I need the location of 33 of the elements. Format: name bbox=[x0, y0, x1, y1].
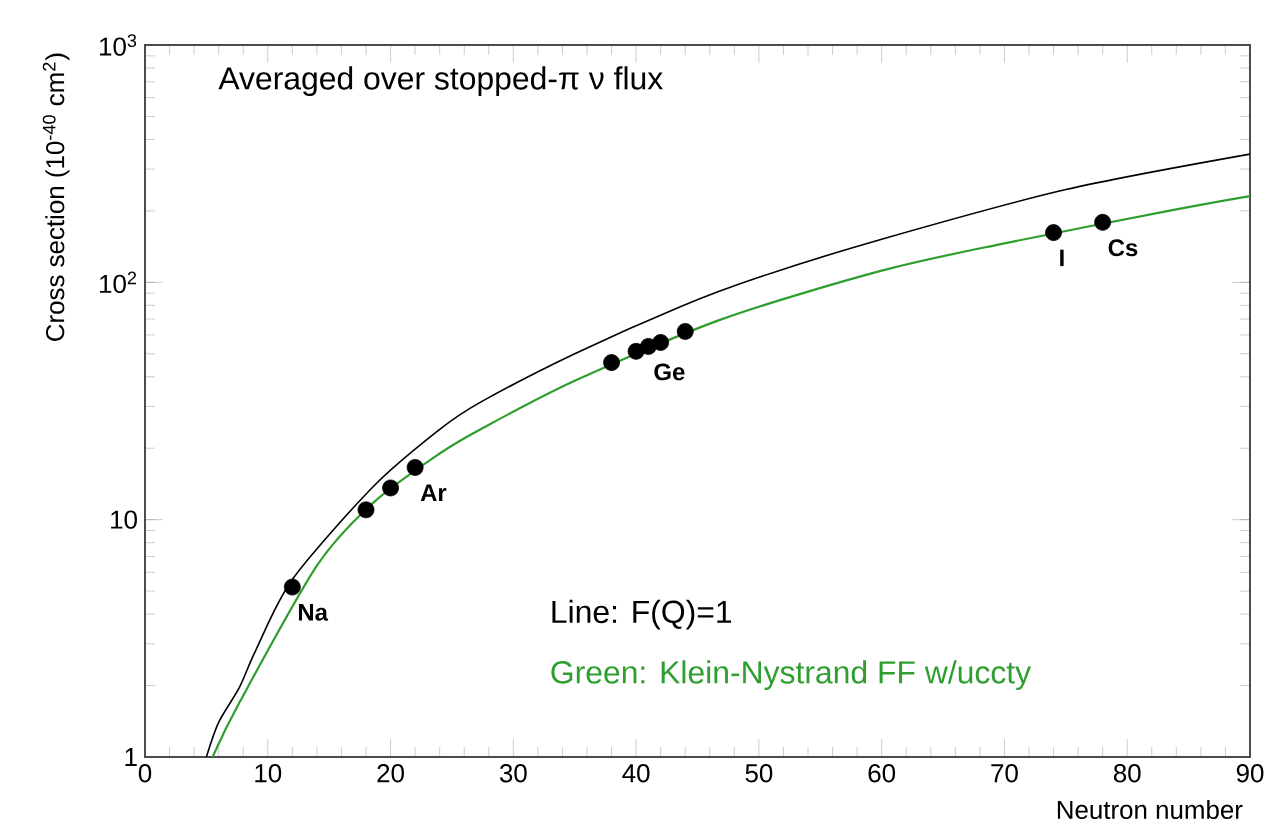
point bbox=[382, 479, 399, 497]
point bbox=[283, 578, 301, 596]
point bbox=[603, 354, 620, 371]
x-tick-label: 20 bbox=[377, 764, 404, 783]
text: Line: F(Q)=1 bbox=[552, 599, 732, 630]
point bbox=[676, 323, 694, 340]
x-tick-label: 30 bbox=[499, 764, 527, 783]
point bbox=[406, 459, 424, 476]
x-tick-label: 70 bbox=[991, 764, 1018, 783]
x-tick-label: 0 bbox=[138, 764, 152, 783]
annotation: I bbox=[1060, 249, 1064, 267]
annotation: Cs bbox=[1108, 239, 1138, 257]
point bbox=[357, 501, 375, 519]
x-tick-label: 40 bbox=[622, 764, 650, 783]
x-tick-label: 90 bbox=[1236, 764, 1264, 783]
x-tick-label: 50 bbox=[745, 764, 773, 783]
y-tick-label: 1 bbox=[125, 748, 137, 766]
annotation: Na bbox=[298, 604, 329, 621]
x-tick-label: 80 bbox=[1113, 764, 1141, 783]
x-tick-label: 60 bbox=[868, 764, 896, 783]
point bbox=[1045, 224, 1062, 241]
x-axis-title: Neutron number bbox=[1057, 800, 1243, 820]
y-tick-label: 10$^{3}$ bbox=[100, 34, 137, 56]
y-axis-title: Cross section (10$^{-40}$ cm$^{2}$) bbox=[42, 53, 70, 341]
y-tick-label: 10 bbox=[111, 510, 137, 529]
y-tick-label: 10$^{2}$ bbox=[100, 271, 137, 294]
annotation: Ge bbox=[654, 363, 685, 381]
annotation: Averaged over stopped-π ν flux bbox=[218, 66, 663, 96]
annotation: Ar bbox=[420, 484, 447, 501]
text: Green: Klein-Nystrand FF w/uccty bbox=[551, 660, 1032, 690]
point bbox=[652, 334, 670, 351]
point bbox=[1094, 213, 1112, 231]
x-tick-label: 10 bbox=[255, 764, 282, 783]
